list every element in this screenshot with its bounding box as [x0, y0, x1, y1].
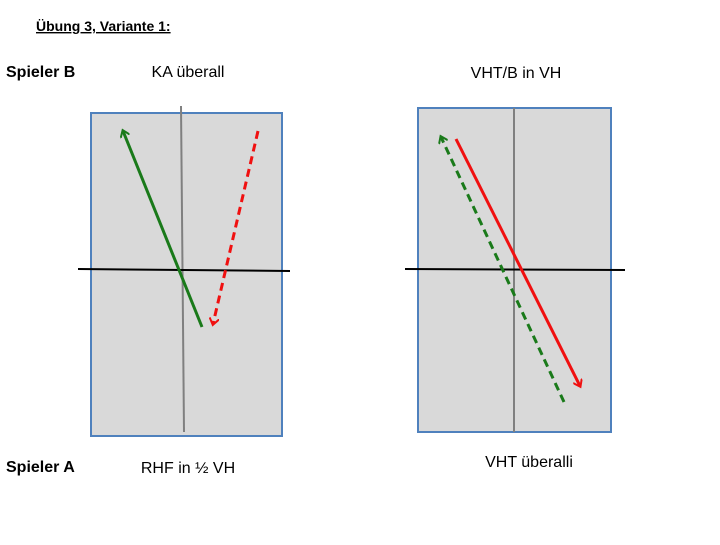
table-left — [77, 105, 291, 437]
player-b-label: Spieler B — [6, 64, 75, 81]
table-right — [404, 107, 626, 433]
title: Übung 3, Variante 1: — [36, 18, 171, 34]
top-label: VHT/B in VH — [471, 65, 562, 82]
bottom-label: VHT überalli — [485, 454, 573, 471]
player-a-label: Spieler A — [6, 459, 75, 476]
bottom-label: RHF in ½ VH — [141, 460, 235, 477]
top-label: KA überall — [152, 64, 225, 81]
